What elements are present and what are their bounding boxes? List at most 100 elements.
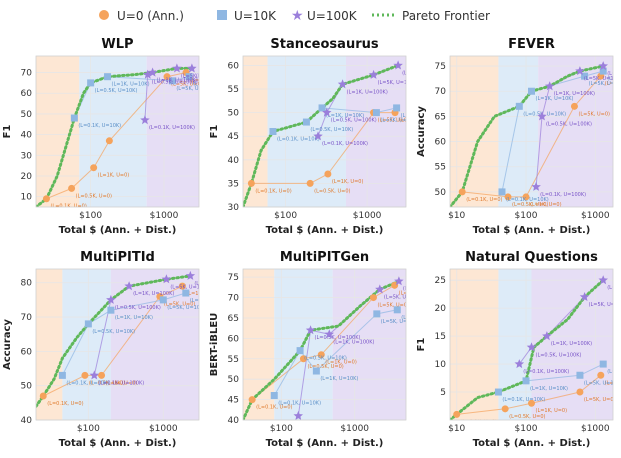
x-tick-label: $100 — [515, 424, 538, 434]
data-label-u0: (L=0.1K, U=0) — [256, 405, 292, 411]
point-u0 — [453, 410, 461, 418]
data-label-u0: (L=1K, U=0) — [106, 380, 138, 386]
point-u0 — [522, 193, 530, 201]
pareto-frontier-line — [36, 66, 194, 207]
y-axis-label: Accuracy — [416, 106, 427, 157]
data-label-u0: (L=10K, U=0) — [605, 380, 621, 386]
y-tick-label: 50 — [21, 110, 33, 120]
point-u100k — [324, 329, 334, 339]
point-u0 — [391, 281, 399, 289]
region-u100k — [345, 56, 406, 207]
legend-label-u100k: U=100K — [307, 9, 358, 23]
point-u0 — [528, 399, 535, 407]
data-label-u10k: (L=1K, U=10K) — [536, 96, 574, 102]
region-u0 — [243, 269, 275, 420]
point-u0 — [501, 405, 509, 413]
data-label-u10k: (L=10K, U=10K) — [193, 82, 207, 88]
point-u10k — [373, 310, 381, 318]
plot-area: (L=0.1K, U=0)(L=0.5K, U=0)(L=1K, U=0)(L=… — [450, 61, 613, 207]
x-tick-label: $10 — [448, 211, 465, 221]
data-label-u100k: (L=1K, U=100K) — [157, 78, 198, 84]
y-tick-label: 40 — [228, 416, 240, 426]
y-tick-label: 50 — [228, 109, 240, 119]
chart-panel-multipitid: 40 50 60 70 80 $100 $1000 MultiPITId Total $ (An… — [0, 241, 207, 454]
data-label-u100k: (L=0.1K, U=100K) — [322, 141, 368, 147]
region-u10k — [267, 56, 346, 207]
point-u10k — [494, 388, 502, 396]
chart-title: WLP — [101, 37, 133, 52]
y-tick-label: 10 — [435, 360, 447, 370]
x-tick-label: $100 — [79, 211, 102, 221]
point-u100k — [106, 294, 116, 304]
data-label-u100k: (L=10K, U=100K) — [607, 285, 621, 291]
point-u100k — [526, 342, 537, 352]
data-label-u10k: (L=0.1K, U=10K) — [66, 380, 109, 386]
y-tick-label: 60 — [21, 89, 33, 99]
y-tick-label: 50 — [21, 382, 33, 392]
y-tick-label: 5 — [440, 388, 446, 398]
y-tick-label: 35 — [228, 179, 239, 189]
x-axis-label: Total $ (Ann. + Dist.) — [473, 438, 591, 449]
point-u0 — [576, 388, 584, 396]
y-tick-label: 30 — [21, 151, 33, 161]
y-tick-label: 20 — [21, 172, 33, 182]
x-tick-label: $1000 — [581, 424, 610, 434]
data-label-u0: (L=0.1K, U=0) — [50, 204, 86, 210]
point-u100k — [143, 69, 153, 79]
pareto-frontier-line — [450, 278, 605, 420]
point-u10k — [84, 320, 92, 328]
point-u10k — [58, 371, 66, 379]
y-tick-label: 55 — [435, 163, 446, 173]
chart-svg-fever: 50 55 60 65 70 75 $10 $100 $1000 FEVER Total $ (An… — [416, 37, 614, 236]
y-tick-label: 20 — [435, 304, 447, 314]
point-u10k — [296, 347, 304, 355]
point-u10k — [528, 87, 535, 95]
point-u100k — [575, 66, 585, 76]
data-label-u10k: (L=5K, U=10K) — [167, 305, 205, 311]
data-label-u100k: (L=0.5K, U=100K) — [546, 121, 592, 127]
point-u10k — [576, 371, 584, 379]
point-u100k — [187, 63, 197, 73]
point-u100k — [393, 60, 403, 70]
y-tick-label: 30 — [228, 203, 240, 213]
data-label-u10k: (L=1K, U=10K) — [115, 315, 153, 321]
point-u10k — [515, 102, 523, 110]
point-u0 — [90, 164, 98, 172]
data-label-u0: (L=5K, U=0) — [378, 118, 410, 124]
data-label-u100k: (L=0.5K, U=100K) — [315, 335, 361, 341]
y-tick-label: 70 — [21, 313, 33, 323]
point-u10k — [104, 73, 112, 81]
data-label-u100k: (L=5K, U=100K) — [378, 80, 414, 86]
x-tick-label: $1000 — [340, 424, 369, 434]
x-axis-label: Total $ (Ann. + Dist.) — [59, 225, 177, 236]
data-label-u10k: (L=1K, U=10K) — [112, 82, 150, 88]
region-u0 — [450, 56, 499, 207]
chart-svg-wlp: 10 20 30 40 50 60 70 $100 $1000 WLP Total $ (Ann. … — [2, 37, 207, 236]
legend-label-u10k: U=10K — [234, 9, 277, 23]
data-label-u100k: (L=0.1K, U=100K) — [149, 125, 195, 131]
point-u100k — [305, 325, 316, 335]
x-tick-label: $100 — [274, 211, 297, 221]
y-tick-label: 55 — [228, 355, 239, 365]
point-u100k — [531, 181, 541, 191]
point-u10k — [270, 392, 278, 400]
y-axis-label: F1 — [2, 125, 13, 139]
data-label-u10k: (L=10K, U=10K) — [607, 369, 621, 375]
chart-svg-stanceosaurus: 30 35 40 45 50 55 60 $100 $1000 Stanceosaurus Tota… — [209, 37, 414, 236]
region-u10k — [498, 56, 539, 207]
data-label-u100k: (L=0.5K, U=100K) — [536, 352, 582, 358]
data-label-u100k: (L=1K, U=100K) — [347, 89, 388, 95]
x-axis-label: Total $ (Ann. + Dist.) — [59, 438, 177, 449]
y-tick-label: 55 — [228, 85, 239, 95]
region-u100k — [538, 56, 613, 207]
data-label-u0: (L=0.1K, U=0) — [466, 197, 502, 203]
y-tick-label: 60 — [435, 138, 447, 148]
data-label-u0: (L=0.5K, U=0) — [314, 188, 350, 194]
y-tick-label: 65 — [435, 112, 446, 122]
legend-marker-u100k: ★ — [291, 8, 304, 24]
region-u10k — [62, 269, 111, 420]
y-tick-label: 60 — [228, 61, 240, 71]
plot-frame — [35, 55, 200, 208]
legend-svg: U=0 (Ann.) U=10K ★ U=100K Pareto Frontie… — [99, 8, 490, 24]
point-u100k — [147, 67, 158, 77]
